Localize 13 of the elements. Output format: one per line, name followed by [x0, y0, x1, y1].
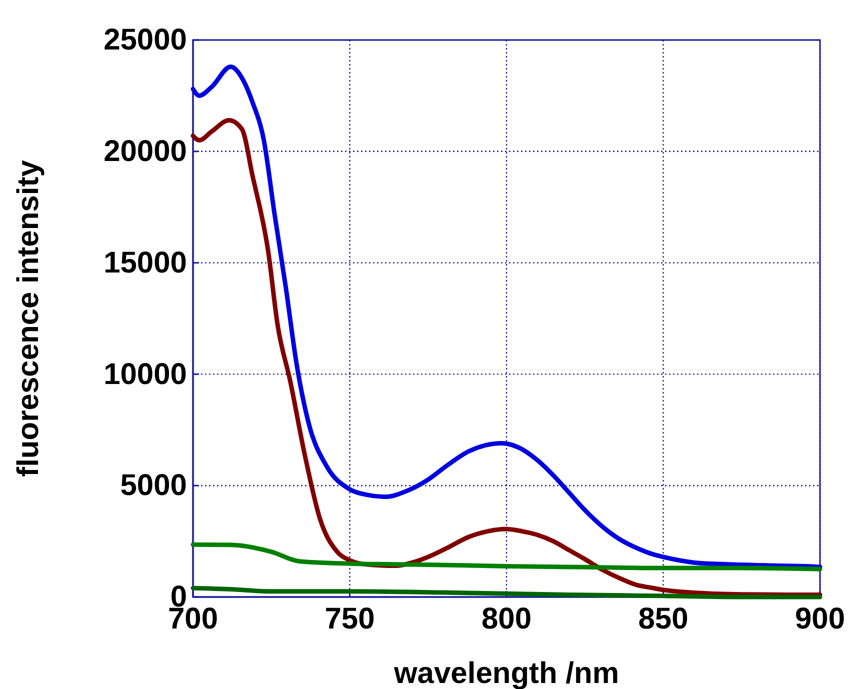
y-tick-label: 15000: [104, 246, 187, 280]
y-tick-label: 25000: [104, 24, 187, 57]
line-series: [190, 542, 822, 572]
x-tick-label: 750: [324, 602, 375, 636]
x-tick-label: 900: [794, 602, 846, 636]
line-series: [190, 64, 822, 570]
x-tick-label: 800: [481, 602, 532, 636]
x-axis-title: wavelength /nm: [392, 657, 620, 689]
x-tick-label: 850: [638, 602, 688, 636]
y-tick-label: 20000: [104, 135, 187, 168]
y-tick-label: 5000: [120, 469, 187, 502]
y-axis-title: fluorescence intensity: [12, 160, 45, 477]
y-tick-label: 10000: [104, 358, 187, 391]
